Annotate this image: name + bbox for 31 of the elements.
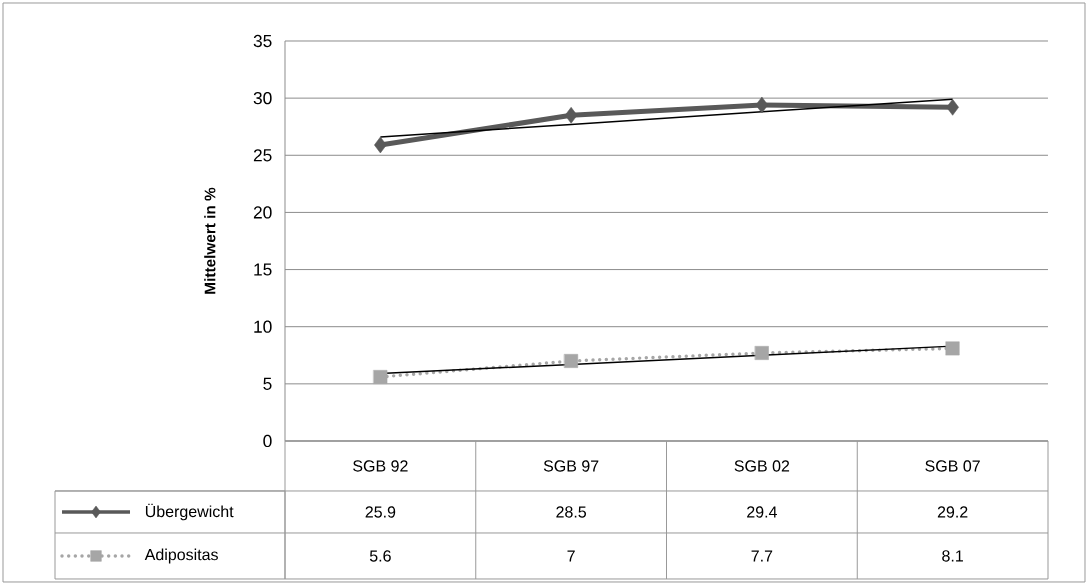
point [755,96,769,114]
data-label: 28.5 [556,506,587,518]
legend-label: Übergewicht [145,503,234,521]
x-tick-label: SGB 02 [734,460,790,472]
point [564,107,578,124]
point [373,370,388,384]
point [946,99,959,116]
point [754,346,769,360]
data-label: 7.7 [751,550,773,562]
y-tick-label: 25 [253,149,272,162]
y-tick-label: 5 [263,377,272,390]
y-axis-title: Mittelwert in % [204,187,216,294]
y-tick-label: 30 [253,92,272,105]
y-tick-label: 20 [253,206,272,219]
point [945,341,960,356]
y-tick-label: 15 [254,263,272,276]
point [564,354,579,368]
data-label: 7 [567,550,575,562]
x-tick-label: SGB 97 [543,460,599,472]
legend-label: Adipositas [144,548,218,564]
data-label: 8.1 [942,550,963,562]
data-label: 29.2 [937,506,968,518]
point [374,136,387,154]
y-tick-label: 10 [254,320,272,333]
x-tick-label: SGB 92 [353,460,408,472]
y-tick-label: 35 [253,34,272,48]
data-label: 5.6 [369,550,391,562]
y-tick-label: 0 [263,434,272,448]
data-label: 25.9 [365,506,396,518]
data-label: 29.4 [747,506,777,518]
x-tick-label: SGB 07 [925,460,980,472]
